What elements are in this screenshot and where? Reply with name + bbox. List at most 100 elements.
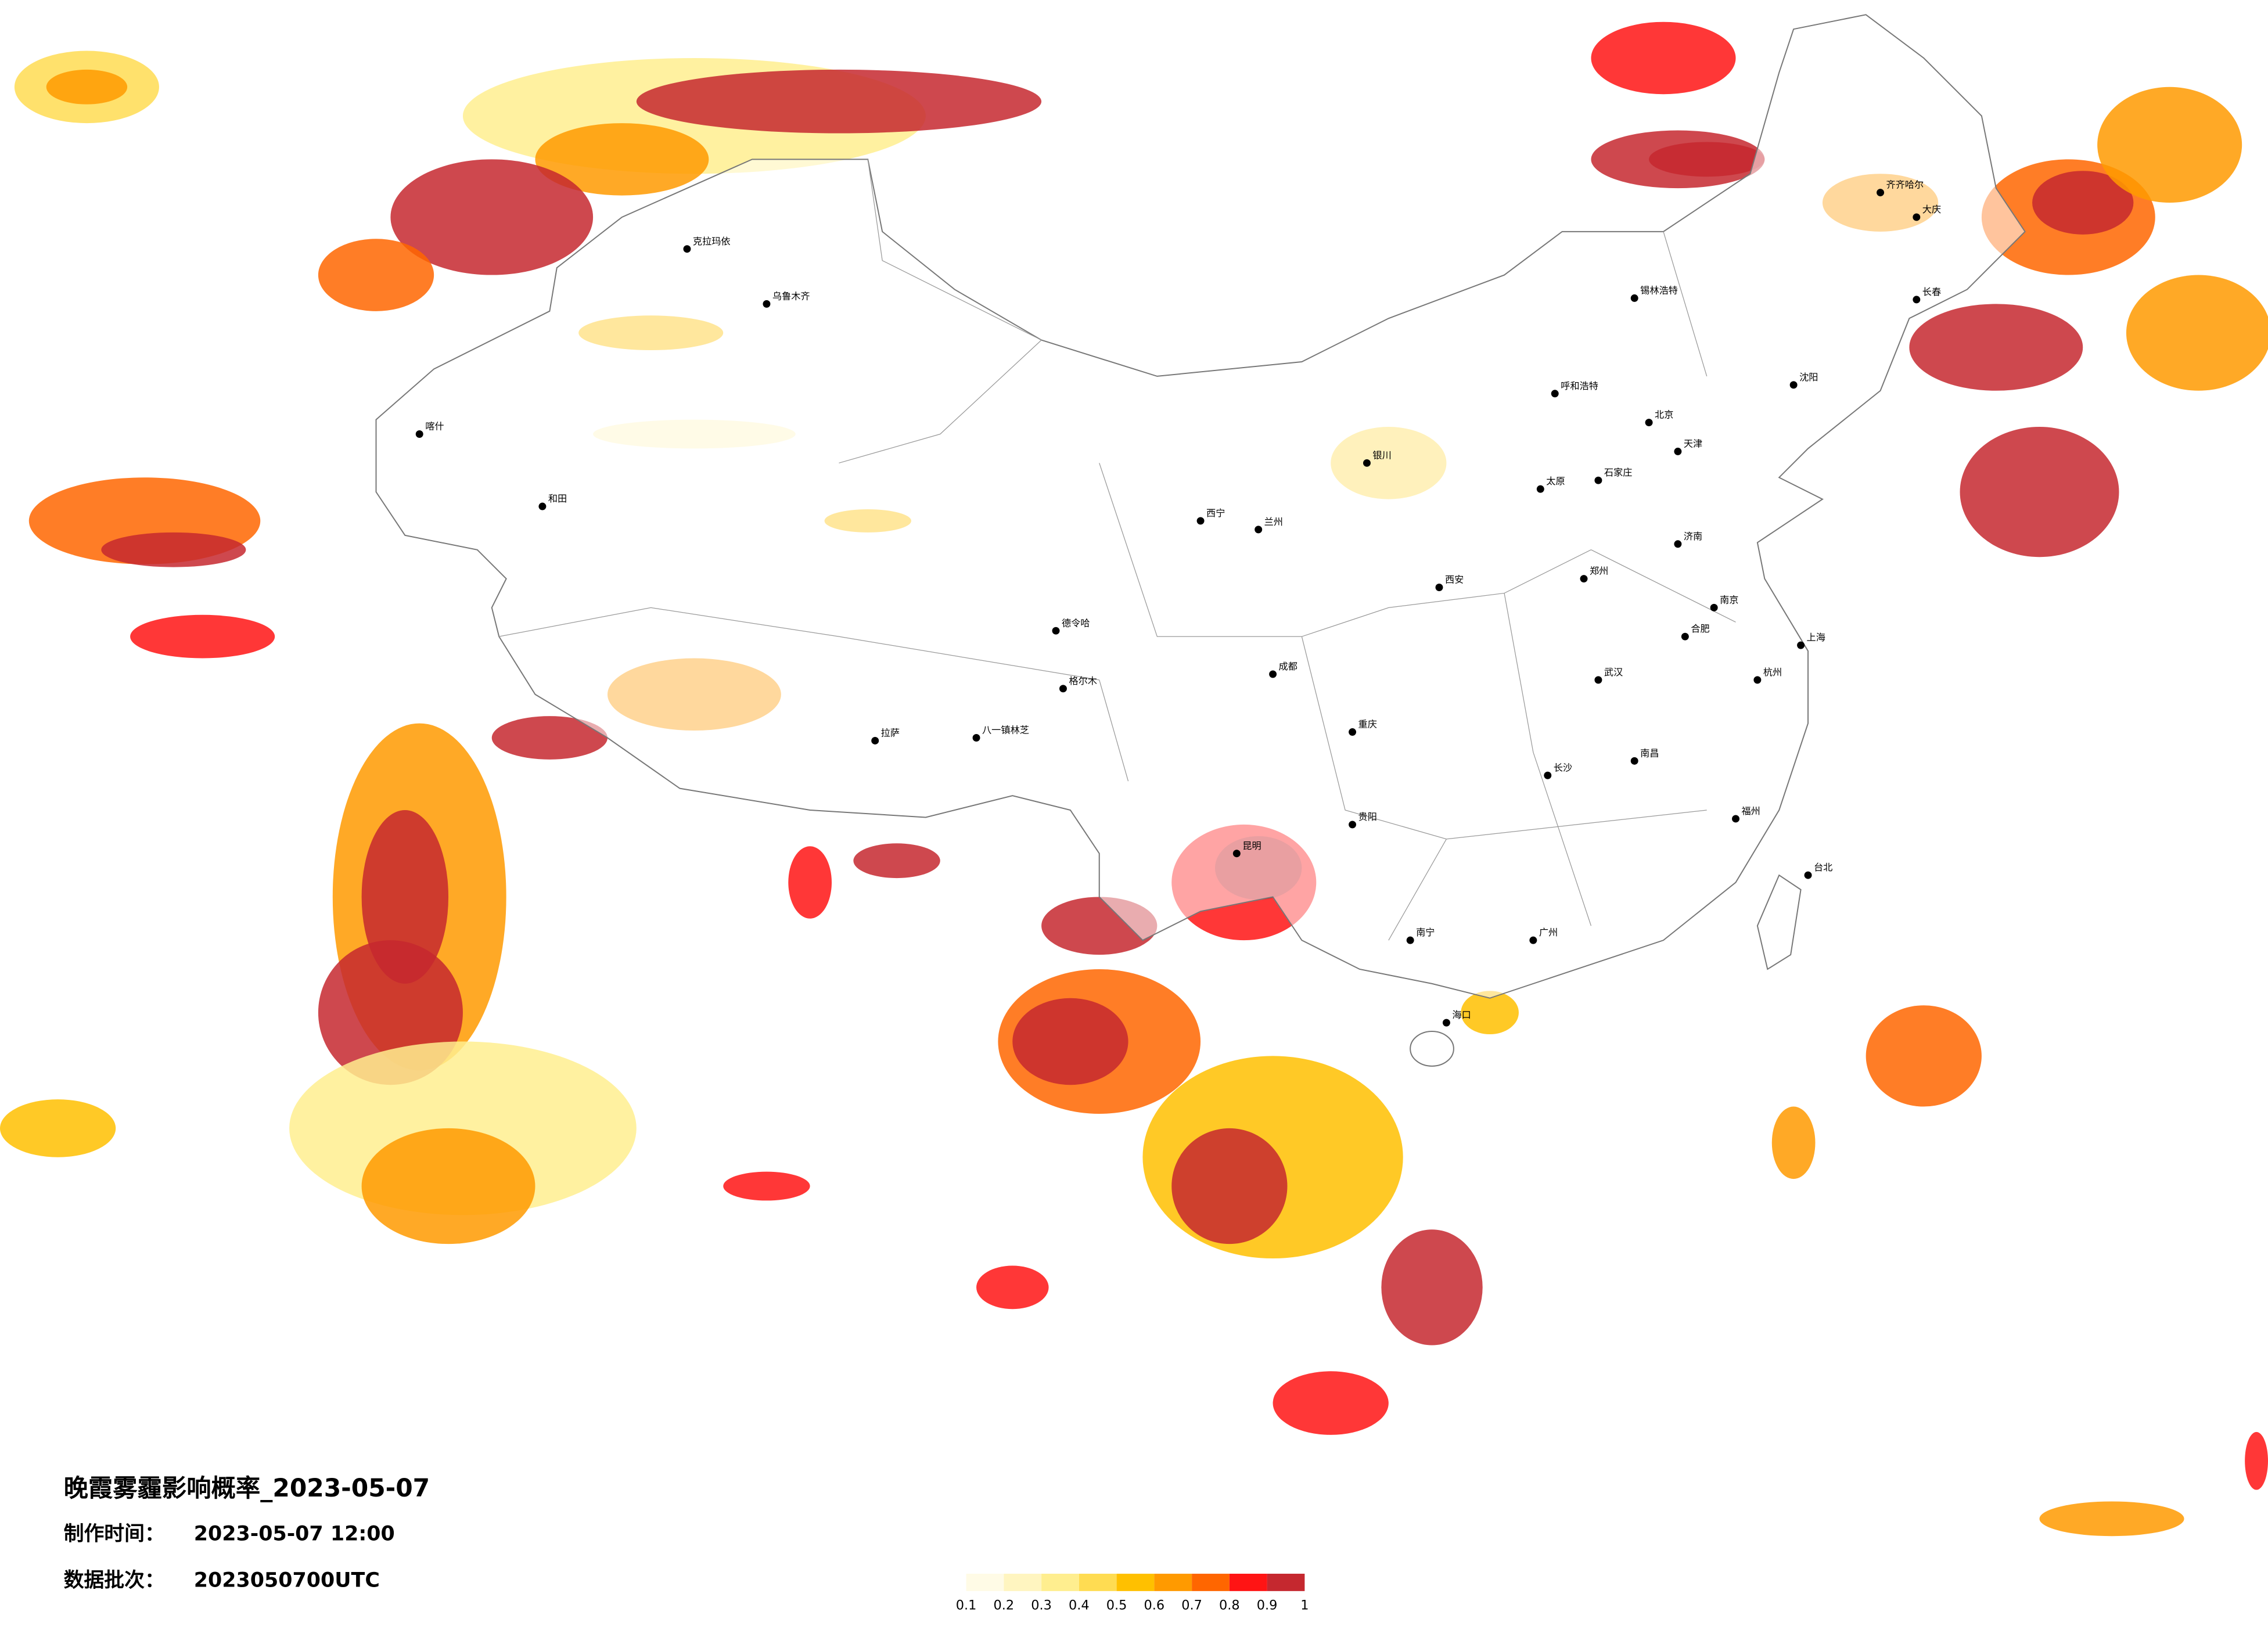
field-patch	[535, 123, 709, 196]
city-label: 南昌	[1640, 747, 1659, 758]
city-label: 天津	[1684, 438, 1702, 449]
taiwan-island	[1756, 874, 1802, 970]
field-patch	[130, 614, 275, 659]
city-label: 石家庄	[1604, 467, 1633, 478]
field-patch	[1649, 142, 1765, 177]
field-patch	[1461, 991, 1519, 1035]
legend-tick-label: 0.4	[1069, 1598, 1090, 1613]
city-label: 呼和浩特	[1561, 380, 1598, 391]
legend-tick-label: 0.5	[1106, 1598, 1127, 1613]
field-patch	[1012, 998, 1128, 1085]
field-patch	[0, 1099, 116, 1157]
field-patch	[1909, 304, 2083, 391]
field-patch	[788, 846, 832, 919]
city-dot	[1232, 850, 1241, 858]
city-label: 大庆	[1922, 204, 1941, 215]
city-dot	[1529, 936, 1537, 944]
field-patch	[853, 843, 940, 879]
city-dot	[763, 300, 771, 308]
legend-swatch	[1116, 1573, 1155, 1591]
legend-swatch	[1267, 1573, 1305, 1591]
city-dot	[1435, 584, 1443, 591]
legend-tick-label: 0.3	[1031, 1598, 1052, 1613]
city-dot	[1363, 459, 1371, 467]
city-dot	[1913, 213, 1921, 221]
province-lines	[499, 159, 1736, 941]
city-label: 北京	[1655, 409, 1673, 420]
city-label: 齐齐哈尔	[1886, 179, 1924, 190]
city-dot	[1674, 540, 1682, 548]
city-label: 西安	[1445, 574, 1464, 585]
city-label: 乌鲁木齐	[772, 290, 810, 301]
legend-tick-label: 0.9	[1257, 1598, 1278, 1613]
made-label: 制作时间：	[64, 1523, 165, 1546]
city-label: 南京	[1720, 594, 1738, 605]
field-patch	[1273, 1371, 1389, 1435]
city-label: 广州	[1539, 927, 1558, 938]
city-label: 南宁	[1416, 927, 1435, 938]
city-label: 格尔木	[1069, 675, 1097, 686]
field-patch	[390, 159, 594, 275]
field-patch	[361, 810, 449, 984]
legend-tick-label: 0.8	[1219, 1598, 1240, 1613]
field-patch	[2097, 87, 2242, 203]
city-dot	[1732, 815, 1739, 823]
field-patch	[2126, 275, 2268, 391]
city-label: 西宁	[1206, 508, 1225, 519]
city-dot	[1406, 936, 1414, 944]
city-label: 克拉玛依	[693, 236, 731, 247]
city-dot	[415, 430, 423, 438]
city-label: 沈阳	[1799, 372, 1818, 383]
legend-tick-label: 0.7	[1181, 1598, 1202, 1613]
city-label: 杭州	[1763, 667, 1782, 678]
city-label: 济南	[1684, 531, 1702, 542]
field-patch	[361, 1128, 535, 1244]
city-dot	[1630, 757, 1638, 765]
field-patch	[2245, 1431, 2268, 1490]
city-dot	[871, 737, 879, 744]
city-dot	[1645, 419, 1653, 427]
field-patch	[1771, 1106, 1816, 1179]
city-dot	[1544, 771, 1552, 779]
city-dot	[1349, 728, 1357, 736]
city-dot	[1349, 821, 1357, 829]
city-label: 锡林浩特	[1640, 285, 1678, 296]
legend-tick-label: 1	[1300, 1598, 1309, 1613]
city-dot	[1630, 294, 1638, 302]
city-label: 海口	[1452, 1009, 1471, 1020]
city-label: 拉萨	[881, 728, 900, 739]
city-label: 喀什	[425, 421, 444, 432]
city-dot	[1797, 641, 1805, 649]
field-patch	[318, 239, 434, 311]
city-dot	[1710, 603, 1718, 611]
batch-label: 数据批次：	[64, 1569, 165, 1592]
field-patch	[1171, 1128, 1288, 1244]
legend-swatch	[966, 1573, 1004, 1591]
field-patch	[1381, 1229, 1483, 1346]
city-dot	[1877, 189, 1885, 197]
city-label: 重庆	[1358, 719, 1377, 730]
city-dot	[972, 734, 980, 742]
hainan-island	[1410, 1031, 1454, 1067]
city-label: 台北	[1814, 862, 1832, 873]
city-label: 昆明	[1242, 840, 1261, 851]
city-dot	[1681, 632, 1689, 641]
china-border	[375, 14, 2026, 999]
city-label: 兰州	[1264, 516, 1283, 527]
city-dot	[538, 502, 547, 510]
color-legend: 0.1 0.2 0.3 0.4 0.5 0.6 0.7 0.8 0.9 1	[956, 1573, 1309, 1613]
city-label: 成都	[1279, 661, 1297, 672]
city-label: 贵阳	[1358, 811, 1377, 822]
city-dot	[1551, 390, 1559, 398]
city-dot	[1913, 296, 1921, 304]
city-dot	[1804, 871, 1812, 879]
city-dot	[1594, 676, 1602, 684]
legend-tick-label: 0.2	[994, 1598, 1015, 1613]
legend-swatch	[1192, 1573, 1230, 1591]
field-patch	[46, 69, 128, 105]
field-patch	[2039, 1501, 2184, 1537]
batch-value: 2023050700UTC	[194, 1569, 380, 1592]
city-dot	[1442, 1019, 1450, 1027]
